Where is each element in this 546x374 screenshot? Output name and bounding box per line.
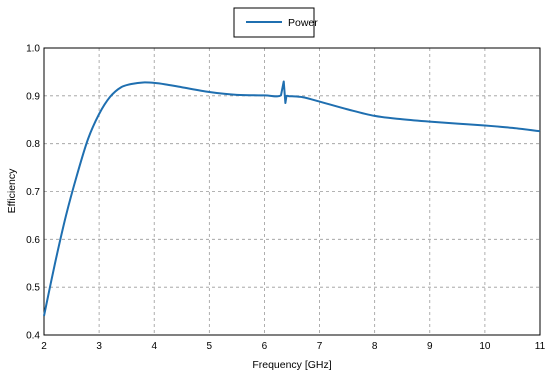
x-tick-label: 9 [427,341,433,352]
y-tick-label: 1.0 [26,44,40,55]
series-layer [43,80,541,317]
x-tick-label: 7 [317,341,323,352]
y-tick-label: 0.4 [26,331,40,342]
x-tick-label: 6 [262,341,268,352]
x-tick-label: 8 [372,341,378,352]
y-axis-title: Efficiency [6,168,18,213]
x-tick-label: 11 [535,341,546,352]
y-tick-label: 0.9 [26,91,40,102]
x-tick-label: 3 [96,341,102,352]
y-tick-label: 0.5 [26,283,40,294]
y-tick-label: 0.7 [26,187,40,198]
x-tick-label: 4 [151,341,157,352]
legend: Power [233,7,318,38]
legend-label-power: Power [288,17,318,29]
plot-frame [43,47,541,336]
tick-layer: 2 3 4 5 6 7 8 9 10 11 0.4 0.5 0.6 0.7 0.8 0.9 1.0 [26,44,546,353]
x-axis-title: Frequency [GHz] [252,359,331,371]
series-line-power [43,80,541,317]
x-tick-label: 5 [207,341,213,352]
x-tick-label: 2 [41,341,47,352]
y-tick-label: 0.8 [26,139,40,150]
y-tick-label: 0.6 [26,235,40,246]
x-tick-label: 10 [479,341,491,352]
